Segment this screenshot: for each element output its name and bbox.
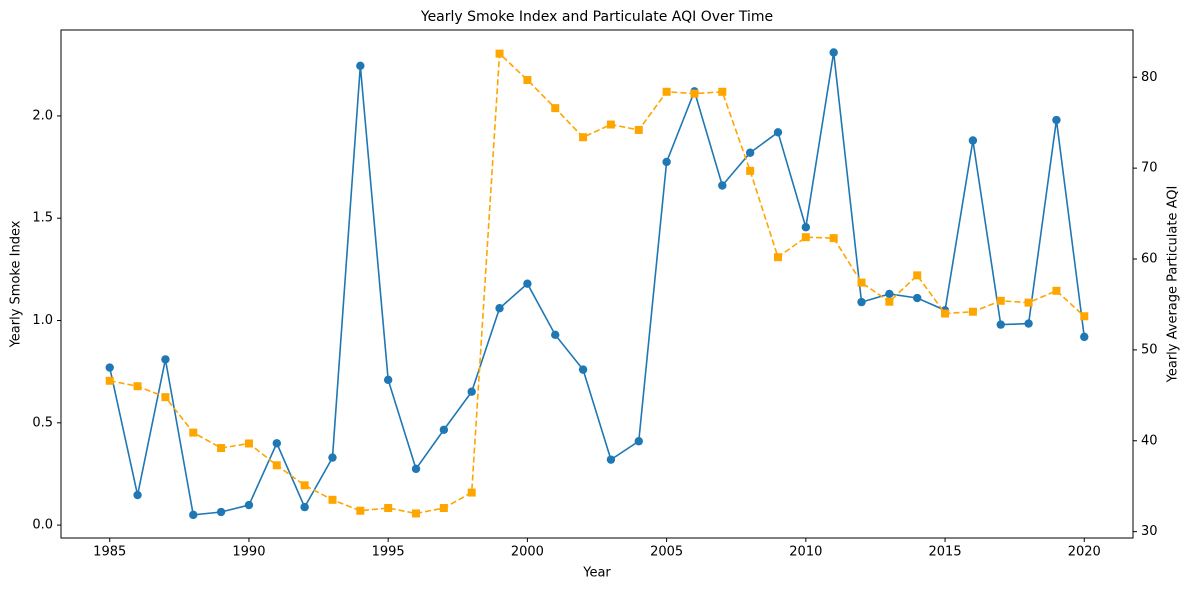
marker: [1080, 332, 1089, 342]
marker: [412, 509, 421, 518]
series-line: [109, 51, 1085, 515]
marker: [551, 104, 560, 113]
marker: [690, 89, 699, 98]
y-tick-label: 1.5: [32, 211, 53, 226]
marker: [1080, 312, 1089, 321]
marker: [439, 504, 448, 513]
marker: [857, 278, 866, 287]
y2-tick-label: 80: [1141, 70, 1158, 85]
marker: [662, 157, 671, 167]
marker: [300, 502, 309, 512]
y-tick-label: 2.0: [32, 108, 53, 123]
marker: [968, 307, 977, 316]
marker: [857, 297, 866, 307]
marker: [105, 376, 114, 385]
y-tick-label: 0.5: [32, 415, 53, 430]
marker: [745, 148, 755, 157]
marker: [523, 75, 532, 84]
y2-tick-label: 50: [1141, 342, 1158, 357]
y2-tick-label: 70: [1141, 161, 1158, 176]
x-tick-label: 1990: [232, 545, 265, 560]
marker: [662, 87, 671, 96]
marker: [356, 61, 365, 71]
marker: [718, 87, 727, 96]
marker: [941, 309, 950, 318]
marker: [1052, 286, 1061, 295]
y2-tick-label: 40: [1141, 433, 1158, 448]
chart-title: Yearly Smoke Index and Particulate AQI O…: [420, 9, 773, 25]
marker: [189, 428, 198, 437]
marker: [829, 234, 838, 243]
x-tick-label: 2005: [650, 545, 683, 560]
x-tick-label: 1985: [93, 545, 126, 560]
x-axis-label: Year: [582, 566, 611, 581]
plot-frame: [60, 29, 1134, 539]
marker: [384, 504, 393, 513]
marker: [495, 304, 504, 313]
marker: [606, 455, 616, 464]
marker: [244, 439, 253, 448]
marker: [300, 481, 309, 490]
marker: [996, 320, 1005, 329]
y2-axis-label: Yearly Average Particulate AQI: [1166, 186, 1181, 384]
marker: [746, 166, 755, 175]
x-tick-label: 2010: [789, 545, 822, 560]
marker: [718, 181, 727, 190]
marker: [272, 439, 281, 448]
marker: [801, 233, 810, 242]
marker: [578, 365, 588, 374]
marker: [161, 393, 170, 402]
x-tick-label: 2020: [1068, 545, 1101, 560]
series-line: [108, 52, 1086, 516]
y2-tick-label: 30: [1141, 524, 1158, 539]
y-axis-label: Yearly Smoke Index: [9, 220, 24, 348]
x-tick-label: 2015: [929, 545, 962, 560]
marker: [328, 453, 337, 462]
marker: [411, 464, 421, 474]
marker: [1024, 319, 1033, 328]
marker: [133, 382, 142, 391]
marker: [1052, 115, 1061, 125]
marker: [523, 279, 532, 288]
marker: [634, 125, 643, 134]
marker: [885, 297, 894, 306]
marker: [773, 128, 783, 137]
marker: [495, 49, 504, 58]
x-tick-label: 1995: [372, 545, 405, 560]
marker: [272, 461, 281, 470]
marker: [551, 330, 560, 340]
marker: [217, 444, 226, 453]
marker: [773, 253, 782, 262]
marker: [606, 120, 615, 129]
marker: [383, 375, 393, 385]
y2-tick-label: 60: [1141, 252, 1158, 267]
marker: [216, 507, 226, 517]
marker: [244, 500, 254, 510]
x-tick-label: 2000: [511, 545, 544, 560]
y-tick-label: 0.0: [32, 518, 53, 533]
marker: [913, 293, 922, 303]
marker: [579, 133, 588, 142]
marker: [161, 355, 170, 364]
marker: [885, 289, 894, 299]
marker: [328, 495, 337, 504]
marker: [913, 271, 922, 280]
marker: [189, 510, 198, 520]
marker: [801, 223, 811, 232]
marker: [634, 437, 643, 446]
marker: [105, 363, 114, 372]
marker: [829, 48, 838, 57]
marker: [968, 136, 978, 145]
marker: [1024, 298, 1033, 307]
marker: [467, 387, 476, 396]
marker: [133, 490, 142, 500]
marker: [356, 506, 365, 515]
y-tick-label: 1.0: [32, 313, 53, 328]
marker: [439, 425, 449, 434]
marker: [467, 488, 476, 497]
marker: [996, 296, 1005, 305]
